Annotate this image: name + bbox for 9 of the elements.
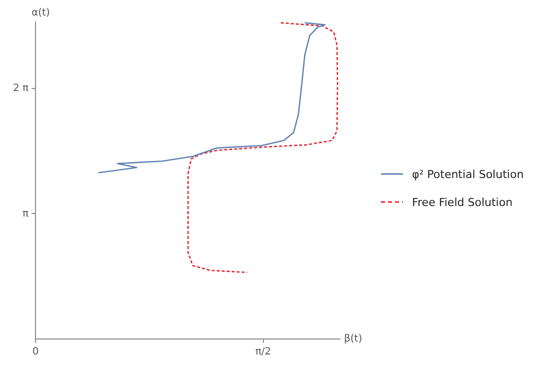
legend-label: Free Field Solution (412, 196, 513, 208)
legend-label: φ² Potential Solution (412, 168, 524, 180)
y-tick-label: 2 π (13, 83, 29, 94)
line-series (187, 22, 338, 274)
x-tick-label: π/2 (255, 346, 272, 358)
x-axis-title: β(t) (344, 334, 362, 345)
y-tick-label: π (22, 208, 29, 220)
y-axis-title: α(t) (32, 8, 50, 19)
x-tick-label: 0 (32, 346, 39, 358)
